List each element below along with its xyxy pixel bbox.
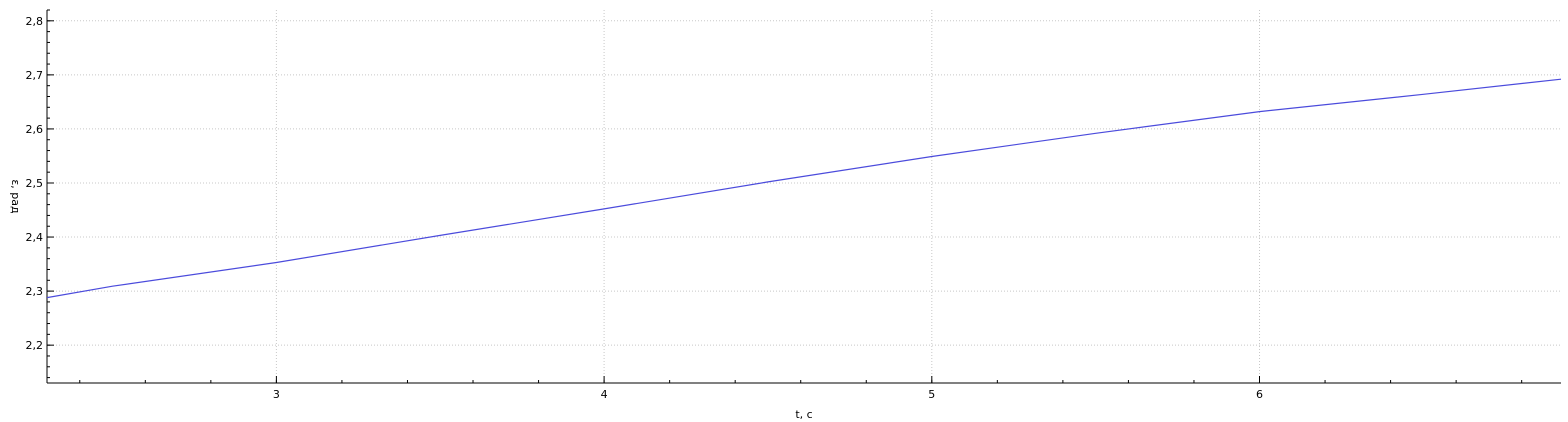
y-tick-label: 2,7 [26,69,44,82]
axes [46,9,1561,384]
x-tick-label: 4 [601,388,608,401]
x-tick-label: 3 [273,388,280,401]
y-tick-label: 2,2 [26,339,44,352]
y-tick-label: 2,4 [26,231,44,244]
y-tick-label: 2,5 [26,177,44,190]
x-axis-title: t, c [795,408,812,421]
y-tick-label: 2,6 [26,123,44,136]
x-tick-label: 6 [1256,388,1263,401]
series-layer [46,78,1562,299]
grid [47,10,1561,383]
y-axis-title: ε, рад [9,179,22,214]
y-tick-label: 2,8 [26,15,44,28]
tick-labels: 3 4 5 6 2,2 2,3 2,4 2,5 2,6 2,7 2,8 [26,15,1264,401]
series-line [46,78,1562,299]
x-tick-label: 5 [928,388,935,401]
y-tick-label: 2,3 [26,285,44,298]
